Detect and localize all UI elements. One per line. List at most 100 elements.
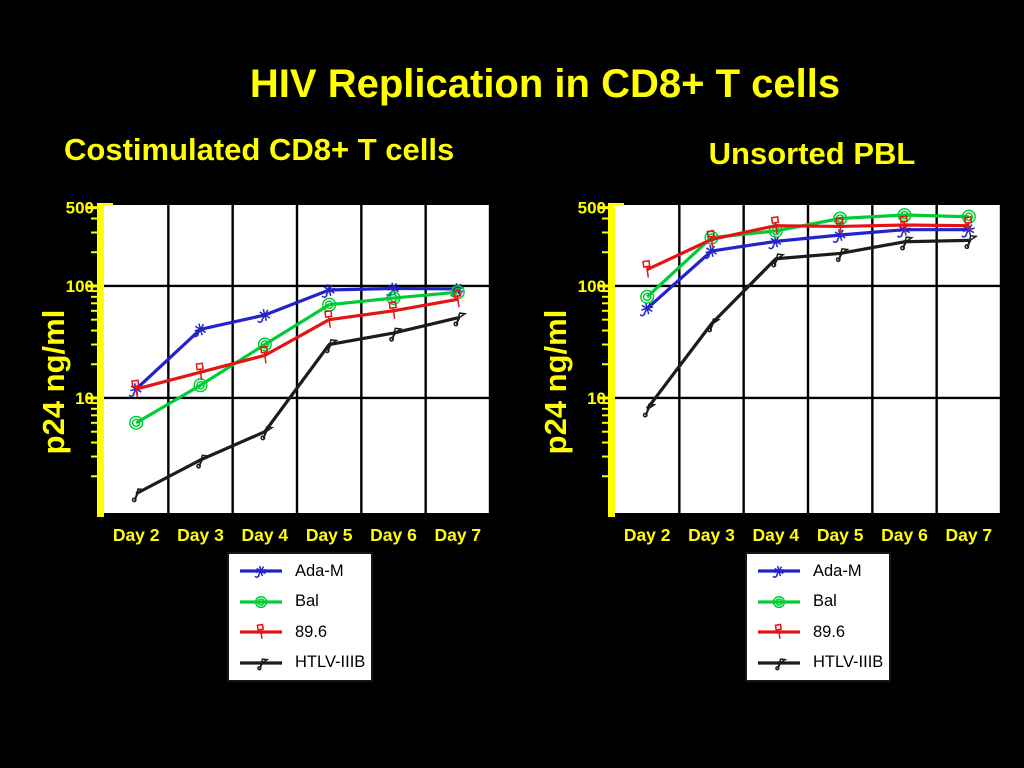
marker-flag-square-icon	[706, 229, 715, 248]
y-tick-label: 500	[578, 199, 606, 218]
marker-flag-square-icon	[452, 289, 462, 308]
marker-double-circle-icon	[254, 595, 268, 608]
y-tick-label: 100	[578, 277, 606, 296]
legend-item-htlv-iiib: HTLV-IIIB	[237, 648, 371, 678]
marker-flag-icon	[131, 488, 146, 503]
marker-flag-square-icon	[899, 215, 908, 234]
marker-star-icon	[257, 309, 271, 324]
legend-label: 89.6	[813, 622, 846, 641]
legend-marker-flag-square-icon	[758, 623, 800, 640]
legend-marker-circle-icon	[240, 595, 282, 608]
marker-flag-square-icon	[642, 259, 651, 278]
marker-flag-icon	[260, 426, 275, 441]
series-line-ada-m	[135, 286, 458, 391]
marker-flag-square-icon	[835, 216, 844, 235]
legend-item-bal: Bal	[755, 587, 889, 617]
marker-flag-icon	[453, 312, 468, 327]
marker-flag-icon	[964, 234, 979, 250]
x-tick-label: Day 5	[306, 525, 353, 545]
x-tick-label: Day 2	[113, 525, 160, 545]
y-axis-cap	[615, 203, 624, 206]
legend-label: HTLV-IIIB	[295, 653, 366, 672]
y-tick-label: 100	[66, 277, 94, 296]
legend-label: Ada-M	[295, 561, 344, 580]
marker-flag-square-icon	[774, 623, 783, 640]
marker-flag-square-icon	[770, 216, 780, 234]
legend-marker-star-icon	[240, 566, 282, 579]
chart-subtitle-unsorted: Unsorted PBL	[708, 136, 916, 171]
legend-label: Ada-M	[813, 561, 862, 580]
x-tick-label: Day 5	[817, 525, 864, 545]
marker-flag-icon	[389, 327, 403, 342]
legend-label: Bal	[813, 592, 837, 611]
legend-item-89-6: 89.6	[755, 617, 889, 647]
y-axis-title: p24 ng/ml	[538, 310, 573, 455]
marker-flag-square-icon	[259, 345, 269, 364]
marker-flag-icon	[775, 657, 788, 671]
x-tick-label: Day 2	[624, 525, 671, 545]
marker-star-icon	[639, 302, 654, 317]
legend-marker-flag-icon	[758, 657, 800, 671]
legend-label: HTLV-IIIB	[813, 653, 884, 672]
marker-flag-icon	[257, 657, 270, 671]
marker-flag-square-icon	[131, 379, 140, 398]
legend-label: Bal	[295, 592, 319, 611]
series-line-htlv-iiib	[645, 238, 969, 410]
series-line-89-6	[646, 223, 969, 272]
marker-flag-icon	[900, 236, 914, 251]
marker-flag-icon	[771, 253, 786, 268]
y-tick-label: 10	[75, 389, 94, 408]
chart-subtitle-costimulated: Costimulated CD8+ T cells	[64, 132, 455, 167]
marker-double-circle-icon	[640, 289, 655, 304]
y-axis	[608, 203, 615, 517]
y-tick-label: 500	[66, 199, 94, 218]
x-tick-label: Day 7	[945, 525, 992, 545]
chart-unsorted-pbl: 500 100 10 Day 2 Day 3 Day 4 Day 5 Day 6 Day 7 p2…	[538, 199, 1003, 545]
marker-star-icon	[832, 229, 847, 244]
marker-flag-icon	[196, 454, 210, 469]
legend-item-ada-m: Ada-M	[237, 556, 371, 586]
x-tick-label: Day 4	[752, 525, 799, 545]
marker-double-circle-icon	[772, 595, 786, 608]
marker-flag-icon	[642, 403, 657, 418]
marker-star-icon	[385, 282, 400, 297]
x-tick-label: Day 7	[434, 525, 481, 545]
x-tick-label: Day 6	[881, 525, 928, 545]
y-axis-title: p24 ng/ml	[36, 310, 71, 455]
x-tick-label: Day 6	[370, 525, 417, 545]
marker-flag-square-icon	[388, 301, 397, 319]
legend-item-bal: Bal	[237, 587, 371, 617]
marker-flag-icon	[707, 318, 721, 333]
marker-flag-square-icon	[324, 309, 333, 328]
slide-title: HIV Replication in CD8+ T cells	[249, 62, 841, 106]
marker-star-icon	[703, 245, 718, 260]
y-axis-cap	[104, 203, 113, 206]
marker-flag-icon	[835, 247, 850, 263]
marker-star-icon	[192, 323, 207, 338]
series-line-89-6	[135, 297, 459, 391]
x-tick-label: Day 3	[688, 525, 735, 545]
y-tick-label: 10	[587, 389, 606, 408]
marker-double-circle-icon	[129, 415, 144, 430]
legend-label: 89.6	[295, 622, 328, 641]
legend-item-89-6: 89.6	[237, 617, 371, 647]
legend-marker-star-icon	[758, 566, 800, 579]
series-line-htlv-iiib	[135, 316, 459, 496]
marker-star-icon	[772, 566, 785, 579]
marker-star-icon	[254, 566, 267, 579]
legend-marker-flag-square-icon	[240, 623, 282, 640]
x-tick-label: Day 3	[177, 525, 224, 545]
y-axis	[97, 203, 104, 517]
marker-flag-icon	[324, 339, 339, 354]
chart-costimulated: 500 100 10 Day 2 Day 3 Day 4 Day 5 Day 6 Day 7 p2…	[36, 199, 492, 545]
legend-item-ada-m: Ada-M	[755, 556, 889, 586]
marker-double-circle-icon	[257, 337, 272, 352]
legend-marker-circle-icon	[758, 595, 800, 608]
marker-double-circle-icon	[193, 378, 208, 393]
legend-item-htlv-iiib: HTLV-IIIB	[755, 648, 889, 678]
marker-star-icon	[321, 284, 336, 299]
x-tick-label: Day 4	[241, 525, 288, 545]
legend-costimulated: Ada-M Bal 89.6 HTLV-IIIB	[227, 552, 373, 682]
